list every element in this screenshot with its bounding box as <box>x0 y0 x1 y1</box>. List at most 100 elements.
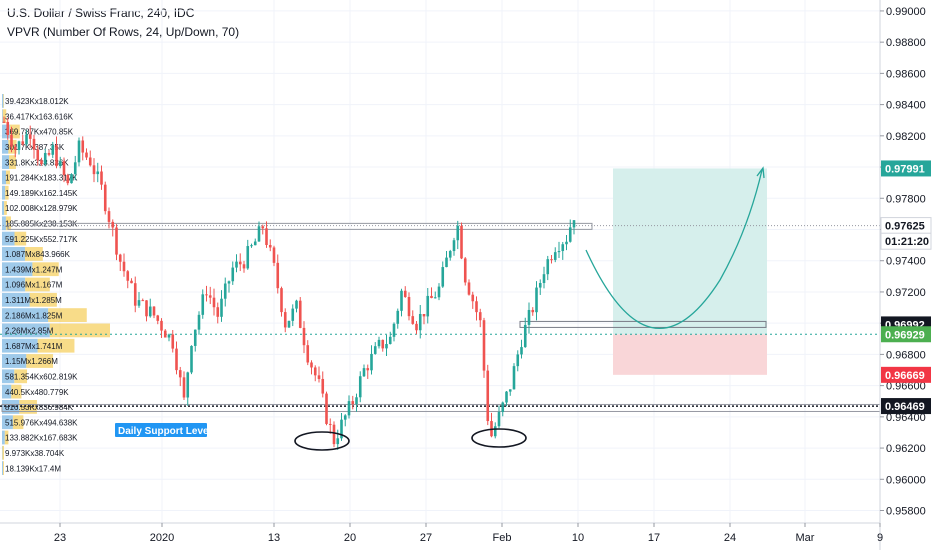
candle-body <box>433 297 437 299</box>
candle-body <box>508 389 512 392</box>
candle-body <box>205 294 208 296</box>
price-badge: 0.96469 <box>885 401 925 413</box>
volume-profile-up-bar <box>2 430 5 445</box>
candle-body <box>332 424 336 445</box>
volume-profile-up-bar <box>2 277 26 292</box>
volume-profile-label: 191.284Kx183.317K <box>5 174 78 183</box>
x-tick-label: 9 <box>877 532 883 544</box>
candle-body <box>182 377 186 398</box>
volume-profile-down-bar <box>2 109 7 124</box>
candle-body <box>478 312 482 321</box>
candle-body <box>276 262 280 289</box>
candle-body <box>227 281 231 284</box>
volume-profile-label: 581.354Kx602.819K <box>5 372 78 381</box>
candle-body <box>13 146 17 150</box>
candle-body <box>501 402 505 413</box>
candle-body <box>523 324 527 348</box>
candle-body <box>238 261 242 265</box>
y-tick-label: 0.98800 <box>886 37 926 49</box>
candle-body <box>148 306 152 317</box>
candle-body <box>107 211 111 222</box>
candle-body <box>550 259 553 261</box>
candle-body <box>2 121 6 123</box>
candle-body <box>55 145 58 167</box>
candle-body <box>291 308 295 321</box>
volume-profile-down-bar <box>9 124 20 139</box>
volume-profile-down-bar <box>14 231 27 246</box>
volume-profile-label: 440.5Kx480.779K <box>5 388 69 397</box>
candle-body <box>118 254 122 262</box>
candle-body <box>235 261 238 268</box>
candle-body <box>497 412 501 427</box>
candle-body <box>268 245 272 248</box>
volume-profile-up-bar <box>2 292 30 307</box>
volume-profile-down-bar <box>48 308 87 322</box>
volume-profile-up-bar <box>2 170 7 185</box>
volume-profile-label: 9.973Kx38.704K <box>5 449 65 458</box>
symbol-title: U.S. Dollar / Swiss Franc, 240, IDC <box>7 6 195 20</box>
candle-body <box>156 315 160 321</box>
candle-body <box>531 309 535 313</box>
candle-body <box>362 368 366 377</box>
volume-profile-up-bar <box>2 400 20 414</box>
volume-profile-down-bar <box>32 262 59 277</box>
y-tick-label: 0.96600 <box>886 381 926 393</box>
volume-profile-label: 331.8Kx328.836K <box>5 158 69 167</box>
volume-profile-down-bar <box>4 430 9 445</box>
candle-body <box>430 295 433 299</box>
candle-body <box>426 295 430 317</box>
x-tick-label: 17 <box>648 532 660 544</box>
volume-profile-up-bar <box>2 139 9 154</box>
candle-body <box>403 290 407 297</box>
candle-body <box>28 134 32 139</box>
candle-body <box>223 283 227 299</box>
candle-body <box>208 295 212 298</box>
candle-body <box>336 438 340 445</box>
x-tick-label: 2020 <box>150 532 174 544</box>
volume-profile-up-bar <box>2 369 15 384</box>
volume-profile-label: 39.423Kx18.012K <box>5 97 69 106</box>
price-badge: 0.97625 <box>885 221 925 233</box>
volume-profile-label: 1.096Mx1.167M <box>5 281 63 290</box>
candle-body <box>51 145 55 155</box>
candle-body <box>175 348 178 371</box>
y-tick-label: 0.96200 <box>886 443 926 455</box>
candle-body <box>193 329 197 346</box>
volume-profile-down-bar <box>25 277 50 292</box>
volume-profile-label: 36.417Kx163.616K <box>5 112 74 121</box>
candle-body <box>456 225 460 241</box>
volume-profile-up-bar <box>2 216 6 231</box>
candle-body <box>516 354 520 367</box>
candle-body <box>486 370 490 422</box>
x-tick-label: 13 <box>268 532 280 544</box>
volume-profile-down-bar <box>14 369 28 384</box>
volume-profile-label: 2.186Mx1.825M <box>5 311 63 320</box>
candle-body <box>388 336 392 345</box>
volume-profile-down-bar <box>2 445 4 460</box>
candle-body <box>6 121 10 136</box>
candle-body <box>298 300 302 328</box>
candle-body <box>325 393 328 424</box>
volume-profile-label: 369.787Kx470.85K <box>5 128 74 137</box>
volume-profile-label: 102.008Kx128.979K <box>5 204 78 213</box>
projection-curve <box>585 169 763 330</box>
price-badge: 0.96669 <box>885 370 925 382</box>
volume-profile-up-bar <box>2 185 6 200</box>
y-tick-label: 0.99000 <box>886 6 926 18</box>
y-tick-label: 0.98600 <box>886 68 926 80</box>
candle-body <box>231 267 235 282</box>
candle-body <box>178 370 182 378</box>
candle-body <box>542 274 546 284</box>
candle-body <box>493 426 497 437</box>
candle-body <box>321 378 325 394</box>
candle-body <box>96 171 100 175</box>
candle-body <box>137 300 141 306</box>
y-tick-label: 0.96400 <box>886 412 926 424</box>
candle-body <box>373 346 377 354</box>
candle-body <box>482 320 486 371</box>
candle-body <box>400 290 403 311</box>
candle-body <box>448 251 452 258</box>
y-tick-label: 0.96800 <box>886 349 926 361</box>
